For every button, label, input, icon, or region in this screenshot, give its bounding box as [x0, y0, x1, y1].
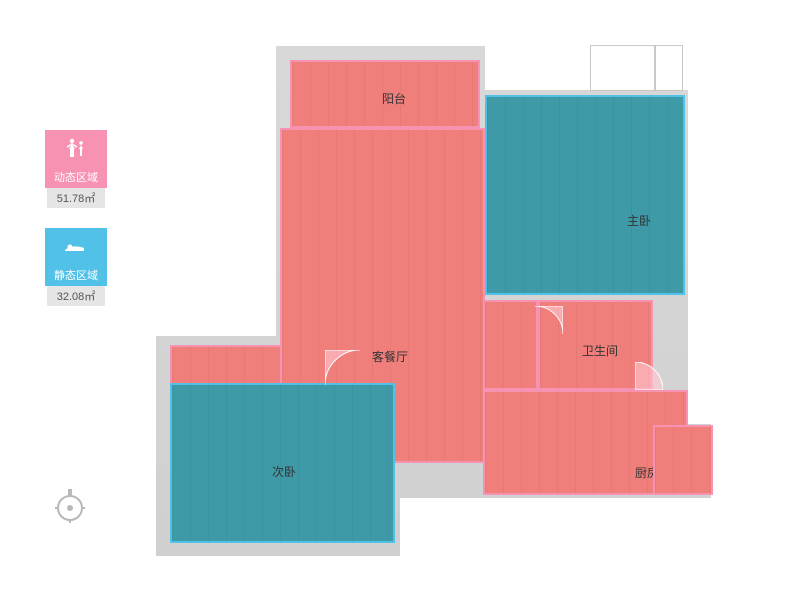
legend-dynamic-icon — [45, 130, 107, 166]
legend-static-icon — [45, 228, 107, 264]
legend-dynamic-label: 动态区域 — [45, 166, 107, 188]
door-arc — [635, 362, 663, 390]
room-label-living: 客餐厅 — [372, 348, 408, 365]
people-icon — [63, 137, 89, 159]
room-label-second: 次卧 — [272, 463, 296, 480]
door-arc — [325, 350, 360, 385]
floor-texture — [172, 347, 280, 383]
legend-static-value: 32.08㎡ — [47, 286, 105, 306]
room-kitchen_ext — [653, 425, 713, 495]
room-label-master: 主卧 — [627, 212, 651, 229]
floor-texture — [485, 302, 536, 388]
door-arc — [535, 306, 563, 334]
room-label-balcony: 阳台 — [382, 90, 406, 107]
legend-static: 静态区域 32.08㎡ — [45, 228, 107, 306]
floorplan-canvas: 阳台客餐厅卫生间厨房主卧次卧 — [170, 50, 730, 560]
room-label-bathroom: 卫生间 — [582, 342, 618, 359]
sleep-icon — [62, 236, 90, 256]
legend-static-label: 静态区域 — [45, 264, 107, 286]
room-living_ext — [170, 345, 282, 385]
floor-texture — [487, 97, 683, 293]
room-living_rt — [483, 300, 538, 390]
legend-dynamic-value: 51.78㎡ — [47, 188, 105, 208]
legend-dynamic: 动态区域 51.78㎡ — [45, 130, 107, 208]
room-balcony: 阳台 — [290, 60, 480, 128]
floor-texture — [655, 427, 711, 493]
legend-panel: 动态区域 51.78㎡ 静态区域 32.08㎡ — [45, 130, 115, 326]
compass-icon — [50, 485, 90, 525]
room-second: 次卧 — [170, 383, 395, 543]
room-master: 主卧 — [485, 95, 685, 295]
